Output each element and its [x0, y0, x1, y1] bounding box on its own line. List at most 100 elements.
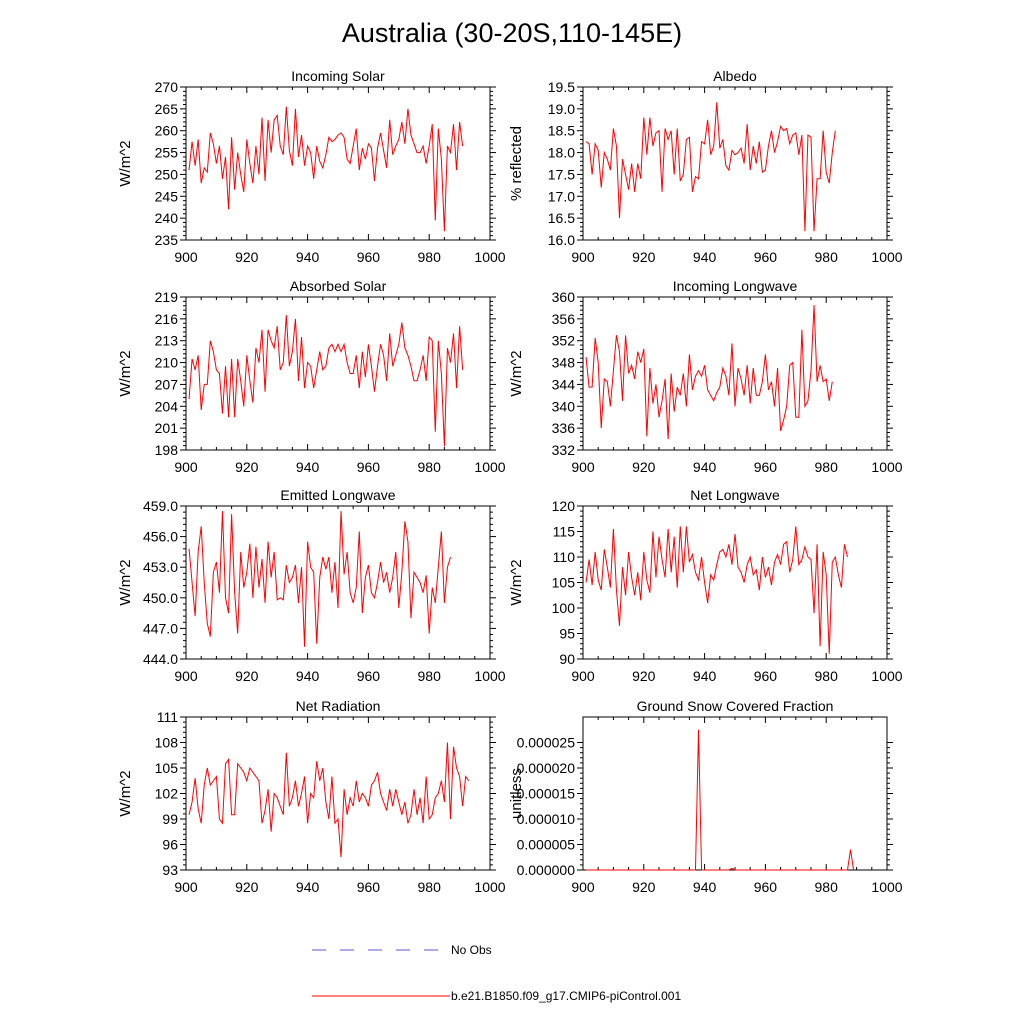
- x-tick-label: 1000: [474, 249, 505, 265]
- y-tick-label: 240: [155, 210, 179, 226]
- y-tick-label: 265: [155, 101, 179, 117]
- plot-frame: [185, 86, 491, 241]
- x-tick-label: 1000: [871, 879, 902, 895]
- x-tick-label: 1000: [871, 668, 902, 684]
- panel-title: Ground Snow Covered Fraction: [637, 698, 834, 714]
- x-tick-label: 940: [693, 459, 717, 475]
- x-tick-label: 920: [235, 668, 259, 684]
- y-tick-label: 95: [559, 626, 575, 642]
- y-tick-label: 0.000020: [517, 760, 576, 776]
- y-axis-label: W/m^2: [117, 140, 134, 186]
- y-tick-label: 444.0: [143, 651, 178, 667]
- x-tick-label: 980: [418, 459, 442, 475]
- x-tick-label: 960: [357, 249, 381, 265]
- panel-title: Albedo: [713, 68, 757, 84]
- panels: Incoming Solar 900 920 940 960 980 1000 235 240 2…: [117, 68, 903, 895]
- x-tick-label: 920: [235, 879, 259, 895]
- y-tick-label: 344: [552, 376, 576, 392]
- y-tick-label: 450.0: [143, 590, 178, 606]
- y-axis-label: W/m^2: [508, 559, 525, 605]
- x-tick-label: 960: [754, 249, 778, 265]
- panel-title: Absorbed Solar: [290, 278, 387, 294]
- y-tick-label: 17.5: [548, 166, 575, 182]
- y-tick-label: 100: [552, 600, 576, 616]
- panel-ground-snow-covered-fraction: Ground Snow Covered Fraction 900 920 940 960…: [508, 698, 903, 895]
- x-tick-label: 900: [571, 249, 595, 265]
- y-tick-label: 201: [155, 420, 179, 436]
- legend-model-label: b.e21.B1850.f09_g17.CMIP6-piControl.001: [451, 989, 681, 1003]
- y-tick-label: 352: [552, 333, 576, 349]
- panel-net-radiation: Net Radiation 900 920 940 960 980 1000 93 96 99 10…: [117, 698, 506, 895]
- y-tick-label: 332: [552, 442, 576, 458]
- y-tick-label: 219: [155, 289, 179, 305]
- y-tick-label: 235: [155, 232, 179, 248]
- x-tick-label: 920: [235, 249, 259, 265]
- y-tick-label: 447.0: [143, 620, 178, 636]
- x-tick-label: 960: [357, 879, 381, 895]
- x-tick-label: 1000: [871, 249, 902, 265]
- x-tick-label: 960: [357, 668, 381, 684]
- y-tick-label: 120: [552, 498, 576, 514]
- x-tick-label: 940: [296, 459, 320, 475]
- x-tick-label: 940: [693, 879, 717, 895]
- x-tick-label: 980: [418, 668, 442, 684]
- x-tick-label: 900: [571, 879, 595, 895]
- y-tick-label: 207: [155, 376, 179, 392]
- y-tick-label: 18.5: [548, 123, 575, 139]
- x-tick-label: 980: [815, 249, 839, 265]
- y-tick-label: 99: [162, 811, 178, 827]
- panel-net-longwave: Net Longwave 900 920 940 960 980 1000 90 95 100 10…: [508, 487, 903, 684]
- y-tick-label: 456.0: [143, 529, 178, 545]
- y-tick-label: 93: [162, 862, 178, 878]
- y-tick-label: 110: [553, 549, 576, 565]
- panel-title: Net Radiation: [296, 698, 381, 714]
- x-tick-label: 980: [418, 249, 442, 265]
- x-tick-label: 960: [357, 459, 381, 475]
- x-tick-label: 980: [815, 879, 839, 895]
- y-tick-label: 0.000010: [517, 811, 576, 827]
- series-line-model: [188, 511, 451, 647]
- x-tick-label: 920: [632, 459, 656, 475]
- panel-emitted-longwave: Emitted Longwave 900 920 940 960 980 1000 444.0…: [117, 487, 506, 684]
- x-tick-label: 960: [754, 668, 778, 684]
- x-tick-label: 1000: [474, 459, 505, 475]
- panel-incoming-longwave: Incoming Longwave 900 920 940 960 980 1000 332 3…: [508, 278, 903, 475]
- y-axis-label: unitless: [508, 768, 525, 819]
- y-tick-label: 204: [155, 398, 179, 414]
- x-tick-label: 960: [754, 879, 778, 895]
- y-axis-label: W/m^2: [508, 350, 525, 396]
- panel-incoming-solar: Incoming Solar 900 920 940 960 980 1000 235 240 2…: [117, 68, 506, 265]
- panel-title: Incoming Solar: [291, 68, 385, 84]
- x-tick-label: 900: [174, 668, 198, 684]
- y-tick-label: 16.0: [548, 232, 575, 248]
- panel-title: Net Longwave: [690, 487, 780, 503]
- y-tick-label: 245: [155, 188, 179, 204]
- x-tick-label: 900: [174, 459, 198, 475]
- series-line-model: [585, 305, 833, 440]
- y-tick-label: 108: [155, 735, 179, 751]
- y-tick-label: 105: [155, 760, 179, 776]
- y-axis-label: W/m^2: [117, 559, 134, 605]
- x-tick-label: 1000: [871, 459, 902, 475]
- y-tick-label: 90: [559, 651, 575, 667]
- y-axis-label: W/m^2: [117, 770, 134, 816]
- series-line-model: [586, 729, 855, 871]
- y-tick-label: 19.5: [548, 79, 575, 95]
- x-tick-label: 920: [632, 249, 656, 265]
- x-tick-label: 900: [174, 879, 198, 895]
- y-tick-label: 0.000025: [517, 735, 576, 751]
- legend: No Obs b.e21.B1850.f09_g17.CMIP6-piContr…: [312, 943, 681, 1003]
- panel-title: Emitted Longwave: [280, 487, 395, 503]
- panel-albedo: Albedo 900 920 940 960 980 1000 16.0 16.5 17.0 17.…: [508, 68, 903, 265]
- x-tick-label: 940: [693, 249, 717, 265]
- y-tick-label: 360: [552, 289, 576, 305]
- y-tick-label: 0.000015: [517, 786, 576, 802]
- y-tick-label: 459.0: [143, 498, 178, 514]
- series-line-model: [585, 526, 848, 654]
- series-line-model: [188, 315, 464, 447]
- plot-frame: [582, 716, 888, 871]
- legend-obs-label: No Obs: [451, 943, 492, 957]
- x-tick-label: 980: [815, 668, 839, 684]
- x-tick-label: 920: [235, 459, 259, 475]
